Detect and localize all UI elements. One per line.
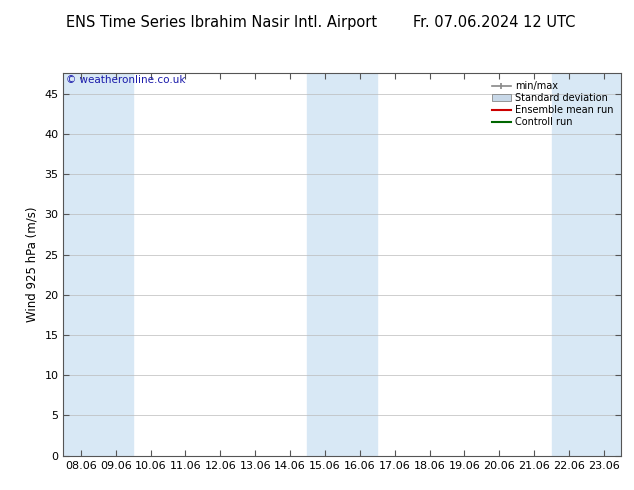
Legend: min/max, Standard deviation, Ensemble mean run, Controll run: min/max, Standard deviation, Ensemble me… (489, 78, 616, 130)
Y-axis label: Wind 925 hPa (m/s): Wind 925 hPa (m/s) (26, 207, 39, 322)
Bar (307, 74, 377, 456)
Bar (552, 74, 621, 456)
Text: ENS Time Series Ibrahim Nasir Intl. Airport: ENS Time Series Ibrahim Nasir Intl. Airp… (67, 15, 377, 30)
Bar (63, 74, 133, 456)
Text: Fr. 07.06.2024 12 UTC: Fr. 07.06.2024 12 UTC (413, 15, 576, 30)
Text: © weatheronline.co.uk: © weatheronline.co.uk (66, 75, 186, 85)
